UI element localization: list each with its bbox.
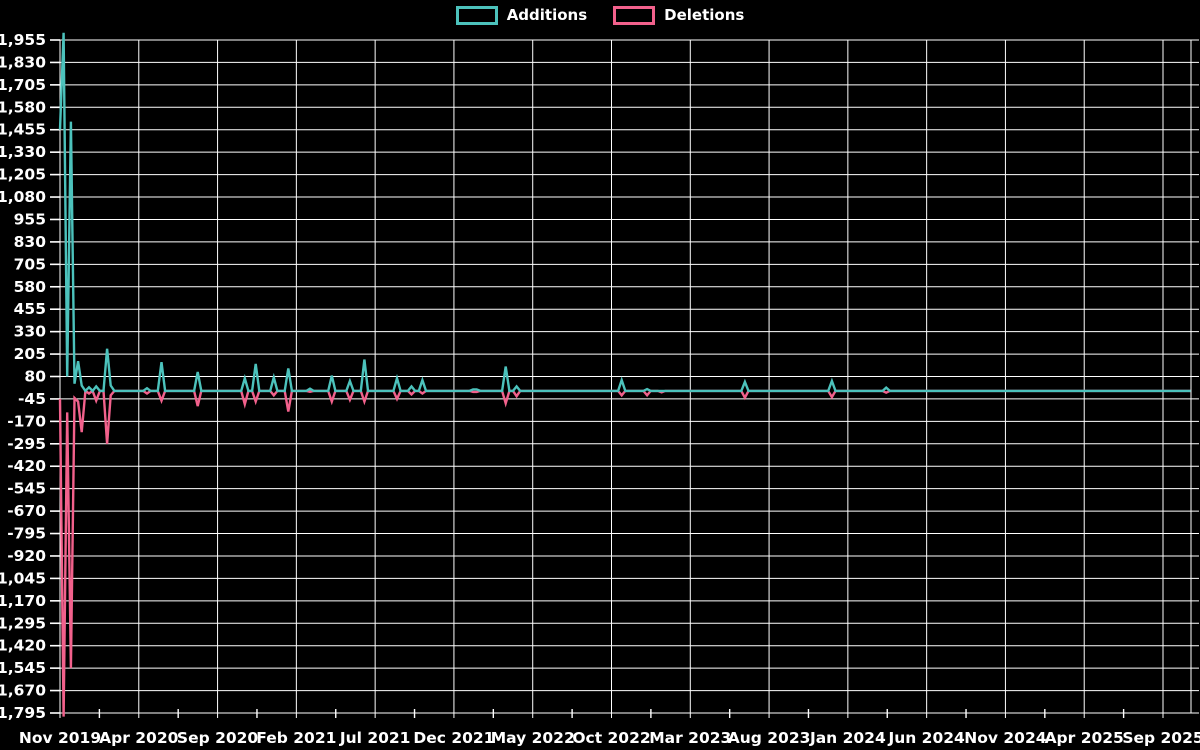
legend-item-deletions[interactable]: Deletions bbox=[613, 6, 744, 25]
svg-text:-670: -670 bbox=[7, 502, 46, 520]
svg-text:-920: -920 bbox=[7, 547, 46, 565]
legend-label-deletions: Deletions bbox=[664, 6, 745, 24]
svg-text:330: 330 bbox=[14, 323, 47, 341]
svg-text:-170: -170 bbox=[7, 412, 46, 430]
svg-text:-1,795: -1,795 bbox=[0, 704, 46, 722]
svg-text:Nov 2019: Nov 2019 bbox=[19, 729, 101, 747]
svg-text:Oct 2022: Oct 2022 bbox=[572, 729, 650, 747]
svg-text:Jun 2024: Jun 2024 bbox=[887, 729, 965, 747]
svg-text:455: 455 bbox=[14, 300, 46, 318]
svg-text:80: 80 bbox=[24, 368, 46, 386]
svg-text:Jul 2021: Jul 2021 bbox=[339, 729, 411, 747]
svg-text:1,455: 1,455 bbox=[0, 121, 46, 139]
svg-text:Sep 2025: Sep 2025 bbox=[1122, 729, 1200, 747]
legend-label-additions: Additions bbox=[506, 6, 588, 24]
svg-text:-795: -795 bbox=[7, 525, 46, 543]
svg-text:955: 955 bbox=[14, 210, 46, 228]
additions-swatch-icon bbox=[455, 6, 498, 25]
svg-text:May 2022: May 2022 bbox=[491, 729, 575, 747]
svg-text:1,830: 1,830 bbox=[0, 53, 46, 71]
svg-text:-1,045: -1,045 bbox=[0, 569, 46, 587]
svg-text:-545: -545 bbox=[7, 480, 46, 498]
svg-text:1,705: 1,705 bbox=[0, 76, 46, 94]
svg-text:-45: -45 bbox=[18, 390, 46, 408]
svg-text:830: 830 bbox=[14, 233, 47, 251]
svg-text:-1,670: -1,670 bbox=[0, 682, 46, 700]
svg-text:Feb 2021: Feb 2021 bbox=[256, 729, 336, 747]
svg-text:-1,170: -1,170 bbox=[0, 592, 46, 610]
svg-text:Aug 2023: Aug 2023 bbox=[728, 729, 811, 747]
svg-text:-1,545: -1,545 bbox=[0, 659, 46, 677]
svg-text:1,580: 1,580 bbox=[0, 98, 46, 116]
svg-text:Apr 2020: Apr 2020 bbox=[99, 729, 178, 747]
svg-text:-295: -295 bbox=[7, 435, 46, 453]
svg-text:-420: -420 bbox=[7, 457, 46, 475]
svg-text:Dec 2021: Dec 2021 bbox=[413, 729, 494, 747]
svg-text:1,330: 1,330 bbox=[0, 143, 46, 161]
svg-text:1,955: 1,955 bbox=[0, 31, 46, 49]
svg-text:Mar 2023: Mar 2023 bbox=[649, 729, 731, 747]
svg-text:Nov 2024: Nov 2024 bbox=[964, 729, 1046, 747]
legend-item-additions[interactable]: Additions bbox=[455, 6, 588, 25]
svg-text:705: 705 bbox=[14, 255, 46, 273]
svg-text:Sep 2020: Sep 2020 bbox=[177, 729, 259, 747]
svg-text:-1,295: -1,295 bbox=[0, 614, 46, 632]
svg-text:580: 580 bbox=[14, 278, 47, 296]
svg-text:1,080: 1,080 bbox=[0, 188, 46, 206]
svg-text:Apr 2025: Apr 2025 bbox=[1045, 729, 1124, 747]
chart-legend: Additions Deletions bbox=[0, 6, 1200, 25]
svg-text:1,205: 1,205 bbox=[0, 166, 46, 184]
additions-line bbox=[58, 32, 1191, 393]
svg-text:205: 205 bbox=[14, 345, 46, 363]
svg-text:-1,420: -1,420 bbox=[0, 637, 46, 655]
svg-text:Jan 2024: Jan 2024 bbox=[809, 729, 886, 747]
deletions-swatch-icon bbox=[613, 6, 656, 25]
